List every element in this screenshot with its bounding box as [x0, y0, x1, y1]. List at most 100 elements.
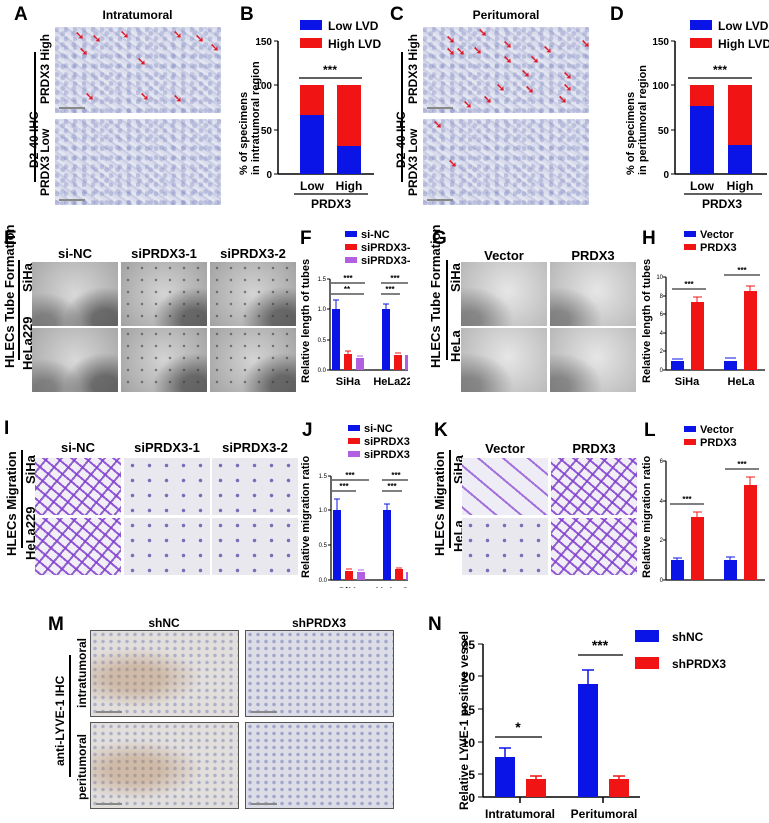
bar-high-highlvd — [337, 85, 361, 146]
panel-e-col-siprdx3-2: siPRDX3-2 — [220, 246, 286, 261]
tube-image-hela229-sinc — [32, 328, 118, 392]
svg-text:15: 15 — [462, 703, 476, 717]
panel-g-col-vector: Vector — [484, 248, 524, 263]
bar-low-lowlvd — [300, 115, 324, 174]
svg-text:***: *** — [390, 274, 400, 283]
tube-image-siha-siprdx3-2 — [210, 262, 296, 326]
svg-text:50: 50 — [261, 126, 273, 137]
arrow-icon: ➘ — [92, 33, 102, 45]
panel-e-divider — [18, 260, 20, 360]
arrow-icon: ➘ — [563, 82, 573, 94]
tube-image-hela-prdx3 — [550, 328, 636, 392]
svg-text:***: *** — [682, 495, 692, 504]
migration-image-siha-prdx3 — [551, 458, 637, 515]
arrow-icon: ➘ — [173, 93, 183, 105]
svg-text:***: *** — [592, 637, 609, 653]
svg-text:50: 50 — [658, 126, 670, 137]
svg-text:0.5: 0.5 — [319, 543, 328, 549]
arrow-icon: ➘ — [137, 56, 147, 68]
migration-image-hela229-siprdx3-2 — [212, 518, 298, 575]
svg-text:SiHa: SiHa — [675, 376, 700, 388]
arrow-icon: ➘ — [446, 34, 456, 46]
chart-f-legend: si-NC siPRDX3-1 siPRDX3-2 — [345, 229, 410, 267]
tube-image-hela229-siprdx3-1 — [121, 328, 207, 392]
svg-text:0: 0 — [660, 578, 664, 584]
svg-text:shNC: shNC — [672, 630, 704, 644]
panel-c-title: Peritumoral — [472, 8, 540, 22]
panel-label-a: A — [14, 4, 28, 25]
scale-bar — [59, 199, 85, 201]
chart-b-ylabel-line2: in intratumoral region — [250, 61, 262, 175]
chart-l-yaxis: 6 4 2 0 — [660, 459, 667, 584]
chart-l-legend: Vector PRDX3 — [684, 424, 737, 449]
panel-i-col-siprdx3-2: siPRDX3-2 — [222, 440, 288, 455]
panel-k-col-vector: Vector — [485, 441, 525, 456]
panel-a-divider — [34, 52, 36, 182]
migration-image-siha-vector — [462, 458, 548, 515]
svg-text:***: *** — [339, 482, 349, 491]
svg-text:0.5: 0.5 — [318, 338, 327, 344]
chart-n-yaxis: 25 20 15 10 5 0 — [462, 638, 484, 805]
svg-text:si-NC: si-NC — [361, 229, 390, 241]
svg-text:0.0: 0.0 — [319, 578, 328, 584]
svg-text:High LVD: High LVD — [328, 37, 381, 51]
chart-n-legend: shNC shPRDX3 — [635, 630, 726, 671]
svg-text:SiHa: SiHa — [675, 587, 700, 588]
svg-text:150: 150 — [255, 37, 272, 48]
svg-text:shPRDX3: shPRDX3 — [672, 657, 726, 671]
arrow-icon: ➘ — [558, 94, 568, 106]
scale-bar — [427, 107, 453, 109]
chart-l-ylabel: Relative migration ratio — [641, 455, 653, 578]
bar-high-lowlvd — [728, 145, 752, 174]
svg-text:***: *** — [737, 460, 747, 469]
svg-text:8: 8 — [660, 294, 664, 300]
chart-j-ylabel: Relative migration ratio — [300, 455, 312, 578]
svg-text:***: *** — [713, 63, 727, 77]
panel-label-l: L — [644, 420, 656, 441]
lyve1-image-peritumoral-shnc — [90, 722, 239, 809]
panel-m-row-intratumoral: intratumoral — [75, 637, 89, 708]
arrow-icon: ➘ — [521, 68, 531, 80]
svg-text:1.5: 1.5 — [319, 474, 328, 480]
chart-j-legend: si-NC siPRDX3-1 siPRDX3-2 — [348, 423, 410, 461]
svg-text:siPRDX3-2: siPRDX3-2 — [364, 449, 410, 461]
panel-label-h: H — [642, 228, 656, 249]
migration-image-siha-siprdx3-2 — [212, 458, 298, 515]
arrow-icon: ➘ — [525, 84, 535, 96]
panel-m-row-peritumoral: peritumoral — [75, 733, 89, 800]
svg-text:0: 0 — [266, 170, 272, 181]
chart-h-ylabel: Relative length of tubes — [641, 259, 653, 383]
arrow-icon: ➘ — [473, 45, 483, 57]
tube-image-siha-sinc — [32, 262, 118, 326]
svg-text:5: 5 — [468, 768, 475, 782]
bar-low-highlvd — [300, 85, 324, 115]
panel-label-j: J — [302, 420, 313, 441]
panel-e-col-sinc: si-NC — [58, 246, 92, 261]
chart-d-legend: Low LVD High LVD — [690, 19, 769, 51]
arrow-icon: ➘ — [210, 42, 220, 54]
panel-label-g: G — [432, 228, 447, 249]
arrow-icon: ➘ — [79, 46, 89, 58]
svg-text:0: 0 — [663, 170, 669, 181]
svg-text:100: 100 — [652, 81, 669, 92]
chart-n: shNC shPRDX3 Relative LYVE-1 positive ve… — [457, 630, 726, 821]
ihc-image-peritumoral-high: ➘ ➘ ➘ ➘ ➘ ➘ ➘ ➘ ➘ ➘ ➘ ➘ ➘ ➘ ➘ ➘ ➘ ➘ — [423, 27, 589, 113]
arrow-icon: ➘ — [448, 158, 458, 170]
tube-image-siha-siprdx3-1 — [121, 262, 207, 326]
tube-image-siha-vector — [461, 262, 547, 326]
chart-j-yaxis: 1.5 1.0 0.5 0.0 — [319, 474, 332, 584]
svg-text:***: *** — [387, 482, 397, 491]
panel-i-col-siprdx3-1: siPRDX3-1 — [134, 440, 200, 455]
arrow-icon: ➘ — [478, 27, 488, 39]
scale-bar — [96, 803, 122, 805]
svg-text:100: 100 — [255, 81, 272, 92]
chart-h-legend: Vector PRDX3 — [684, 229, 737, 254]
chart-b-legend: Low LVD High LVD — [300, 19, 381, 51]
svg-text:Vector: Vector — [700, 424, 734, 436]
arrow-icon: ➘ — [503, 54, 513, 66]
svg-text:SiHa: SiHa — [338, 586, 363, 588]
panel-label-k: K — [434, 420, 448, 441]
panel-e-side-label: HLECs Tube Formation — [2, 224, 17, 368]
svg-text:PRDX3: PRDX3 — [311, 197, 351, 210]
chart-f: si-NC siPRDX3-1 siPRDX3-2 Relative lengt… — [300, 229, 410, 388]
